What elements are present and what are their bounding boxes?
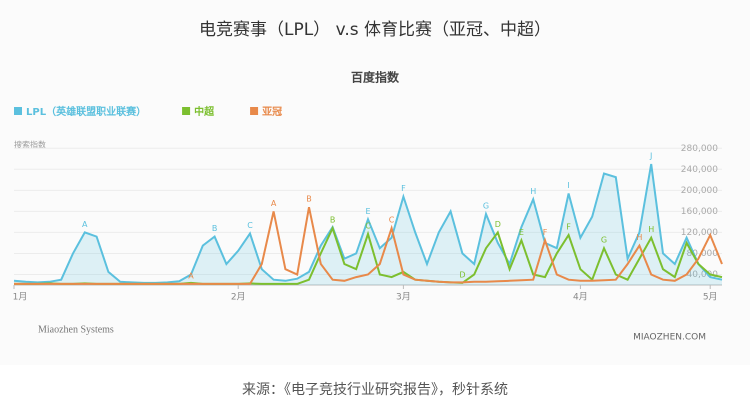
x-tick-label: 5月: [703, 292, 718, 303]
point-label: D: [495, 220, 501, 229]
y-tick-label: 120,000: [681, 228, 718, 238]
x-tick-label: 1月: [13, 292, 28, 303]
series-line: [14, 206, 723, 285]
point-label: B: [330, 216, 336, 225]
legend-label: 亚冠: [262, 106, 282, 118]
point-label: G: [483, 202, 489, 211]
legend-label: LPL（英雄联盟职业联赛）: [26, 105, 146, 118]
legend-swatch: [182, 107, 191, 115]
point-label: C: [389, 216, 395, 225]
point-label: F: [543, 228, 548, 237]
chart-title: 电竞赛事（LPL） v.s 体育比赛（亚冠、中超）: [199, 19, 551, 40]
legend-swatch: [14, 107, 22, 115]
point-label: J: [649, 152, 652, 161]
watermark: MIAOZHEN.COM: [633, 333, 706, 343]
point-label: H: [530, 187, 536, 196]
point-label: I: [567, 181, 569, 190]
y-tick-label: 40,000: [687, 270, 719, 280]
point-label: F: [401, 184, 406, 193]
point-label: B: [306, 195, 312, 204]
y-tick-label: 80,000: [687, 249, 719, 259]
point-label: E: [519, 228, 524, 237]
point-label: D: [459, 270, 465, 279]
chart-background: [0, 0, 750, 365]
point-label: A: [271, 199, 277, 208]
y-axis-label: 搜索指数: [14, 140, 46, 150]
x-tick-label: 4月: [573, 292, 588, 303]
y-tick-label: 240,000: [681, 165, 718, 175]
point-label: B: [212, 224, 218, 233]
y-tick-label: 200,000: [681, 186, 718, 196]
point-label: C: [365, 221, 371, 230]
point-label: E: [365, 207, 370, 216]
point-label: A: [188, 271, 194, 280]
source-caption: 来源：《电子竞技行业研究报告》，秒针系统: [242, 381, 508, 398]
point-label: H: [648, 225, 654, 234]
chart-subtitle: 百度指数: [351, 70, 400, 85]
legend-swatch: [250, 107, 259, 115]
point-label: H: [636, 233, 642, 242]
series-line: [13, 163, 723, 284]
x-tick-label: 2月: [231, 292, 246, 303]
point-label: G: [601, 236, 607, 245]
point-label: F: [566, 223, 571, 232]
x-tick-label: 3月: [396, 292, 411, 303]
legend-label: 中超: [194, 105, 215, 118]
series-area: [14, 164, 722, 285]
brand-logo: Miaozhen Systems: [38, 324, 114, 335]
point-label: C: [247, 221, 253, 230]
y-tick-label: 160,000: [681, 207, 718, 217]
point-label: A: [82, 220, 88, 229]
y-tick-label: 280,000: [681, 144, 718, 154]
